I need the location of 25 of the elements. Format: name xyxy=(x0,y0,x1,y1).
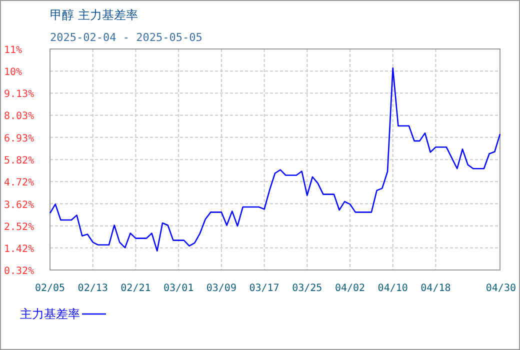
y-tick-label: 11% xyxy=(4,45,22,56)
y-tick-label: 6.93% xyxy=(4,133,34,144)
x-tick-label: 03/01 xyxy=(164,283,194,294)
legend-label: 主力基差率 xyxy=(20,307,80,321)
x-tick-label: 02/21 xyxy=(120,283,151,294)
x-tick-label: 02/05 xyxy=(34,283,66,294)
x-tick-label: 03/09 xyxy=(206,283,236,294)
y-tick-label: 1.42% xyxy=(4,244,34,255)
y-tick-label: 5.82% xyxy=(4,156,34,167)
y-tick-label: 0.32% xyxy=(4,266,34,277)
y-tick-label: 8.03% xyxy=(4,111,34,122)
x-tick-label: 04/10 xyxy=(378,283,408,294)
x-tick-label: 02/13 xyxy=(78,283,108,294)
y-tick-label: 4.72% xyxy=(4,178,34,189)
x-tick-label: 04/02 xyxy=(334,283,366,294)
x-tick-label: 04/30 xyxy=(486,283,516,294)
x-tick-label: 04/18 xyxy=(420,283,451,294)
chart-title: 甲醇 主力基差率 xyxy=(50,8,138,22)
chart-subtitle: 2025-02-04 - 2025-05-05 xyxy=(50,31,202,44)
x-tick-label: 03/17 xyxy=(249,283,280,294)
x-tick-label: 03/25 xyxy=(292,283,322,294)
y-tick-label: 10% xyxy=(4,67,22,78)
y-tick-label: 3.62% xyxy=(4,200,34,211)
y-tick-label: 9.13% xyxy=(4,89,34,100)
y-tick-label: 2.52% xyxy=(4,222,34,233)
